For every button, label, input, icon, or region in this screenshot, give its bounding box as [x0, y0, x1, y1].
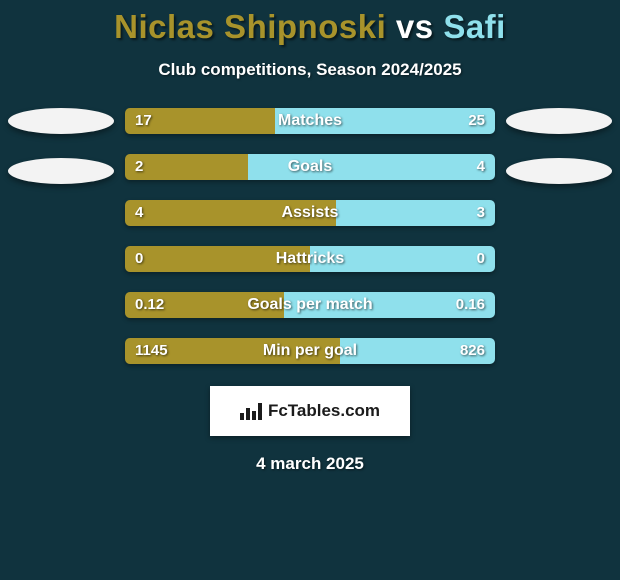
title-vs: vs	[396, 8, 434, 45]
stat-row: 1145826Min per goal	[125, 338, 495, 364]
stat-row: 1725Matches	[125, 108, 495, 134]
subtitle: Club competitions, Season 2024/2025	[0, 60, 620, 80]
avatar-column-right	[504, 108, 614, 184]
avatar-column-left	[6, 108, 116, 184]
stat-label: Matches	[125, 108, 495, 134]
stat-row: 0.120.16Goals per match	[125, 292, 495, 318]
player1-avatar-1	[8, 108, 114, 134]
player2-avatar-2	[506, 158, 612, 184]
player2-avatar-1	[506, 108, 612, 134]
content-area: 1725Matches 24Goals 43Assists 00Hattricks 0.…	[0, 108, 620, 364]
stat-row: 00Hattricks	[125, 246, 495, 272]
badge-text: FcTables.com	[268, 401, 380, 421]
stat-label: Goals	[125, 154, 495, 180]
stat-label: Min per goal	[125, 338, 495, 364]
page-title: Niclas Shipnoski vs Safi	[0, 8, 620, 46]
source-badge: FcTables.com	[210, 386, 410, 436]
stat-rows: 1725Matches 24Goals 43Assists 00Hattricks 0.…	[125, 108, 495, 364]
date-footer: 4 march 2025	[0, 454, 620, 474]
title-player1: Niclas Shipnoski	[114, 8, 386, 45]
stat-label: Goals per match	[125, 292, 495, 318]
bar-chart-icon	[240, 402, 262, 420]
stat-label: Assists	[125, 200, 495, 226]
stat-row: 43Assists	[125, 200, 495, 226]
stat-row: 24Goals	[125, 154, 495, 180]
comparison-card: Niclas Shipnoski vs Safi Club competitio…	[0, 0, 620, 580]
player1-avatar-2	[8, 158, 114, 184]
title-player2: Safi	[443, 8, 506, 45]
stat-label: Hattricks	[125, 246, 495, 272]
